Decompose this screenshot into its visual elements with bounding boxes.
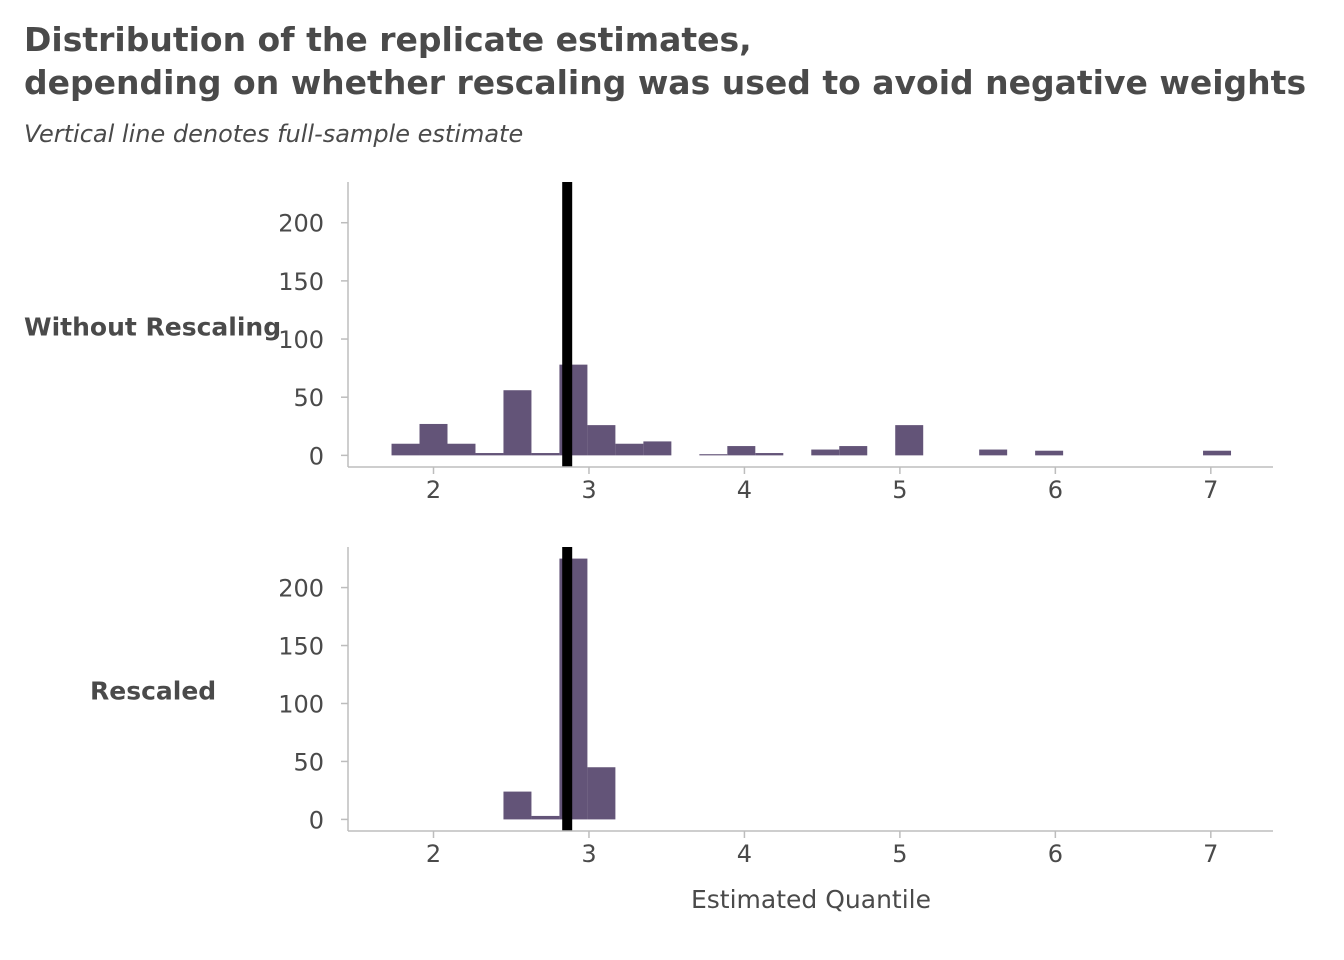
x-tick-label: 5 bbox=[892, 840, 907, 868]
histogram-bar bbox=[531, 453, 560, 456]
histogram-bar bbox=[755, 453, 784, 456]
facet-label-rescaled: Rescaled bbox=[90, 676, 217, 706]
y-tick-label: 100 bbox=[278, 690, 324, 718]
histogram-bar bbox=[503, 390, 532, 456]
x-tick-label: 6 bbox=[1048, 476, 1063, 504]
x-tick-label: 4 bbox=[737, 840, 752, 868]
y-tick-label: 100 bbox=[278, 326, 324, 354]
histogram-bar bbox=[391, 443, 420, 456]
histogram-bar bbox=[895, 425, 924, 456]
histogram-bar bbox=[643, 441, 672, 456]
histogram-bar bbox=[503, 791, 532, 820]
histogram-bar bbox=[811, 449, 840, 456]
y-tick-label: 50 bbox=[293, 748, 324, 776]
y-tick-label: 0 bbox=[309, 442, 324, 470]
y-tick-label: 0 bbox=[309, 806, 324, 834]
full-sample-estimate-line bbox=[562, 182, 573, 467]
x-tick-label: 3 bbox=[581, 840, 596, 868]
histogram-bar bbox=[699, 454, 728, 456]
y-tick-label: 200 bbox=[278, 575, 324, 603]
histogram-bar bbox=[727, 446, 756, 456]
histogram-bar bbox=[1035, 450, 1064, 456]
panel-rescaled: 0 50 100 150 200 2 3 4 5 6 7 bbox=[278, 547, 1273, 868]
histogram-bar bbox=[615, 443, 644, 456]
histogram-bar bbox=[979, 449, 1008, 456]
x-tick-label: 4 bbox=[737, 476, 752, 504]
y-tick-label: 200 bbox=[278, 210, 324, 238]
x-tick-label: 3 bbox=[581, 476, 596, 504]
histogram-bar bbox=[531, 815, 560, 820]
panel-without-rescaling: 0 50 100 150 200 2 3 4 5 6 7 bbox=[278, 182, 1273, 504]
histogram-bar bbox=[587, 767, 616, 820]
histogram-bar bbox=[419, 423, 448, 456]
x-tick-label: 7 bbox=[1203, 840, 1218, 868]
chart-title: Distribution of the replicate estimates,… bbox=[24, 18, 1306, 104]
x-tick-label: 6 bbox=[1048, 840, 1063, 868]
full-sample-estimate-line bbox=[562, 547, 573, 831]
x-tick-label: 2 bbox=[426, 840, 441, 868]
y-tick-label: 150 bbox=[278, 633, 324, 661]
histogram-bar bbox=[475, 453, 504, 456]
histogram-bar bbox=[839, 446, 868, 456]
histogram-bar bbox=[587, 425, 616, 456]
chart-subtitle: Vertical line denotes full-sample estima… bbox=[24, 120, 524, 148]
histogram-bar bbox=[1203, 450, 1232, 456]
histogram-bar bbox=[447, 443, 476, 456]
facet-label-without-rescaling: Without Rescaling bbox=[24, 312, 282, 341]
chart-title-line-1: Distribution of the replicate estimates, bbox=[24, 20, 752, 59]
y-tick-label: 150 bbox=[278, 268, 324, 296]
x-tick-label: 5 bbox=[892, 476, 907, 504]
chart-title-line-2: depending on whether rescaling was used … bbox=[24, 63, 1307, 102]
x-tick-label: 2 bbox=[426, 476, 441, 504]
y-tick-label: 50 bbox=[293, 384, 324, 412]
x-tick-label: 7 bbox=[1203, 476, 1218, 504]
x-axis-title: Estimated Quantile bbox=[691, 885, 931, 914]
